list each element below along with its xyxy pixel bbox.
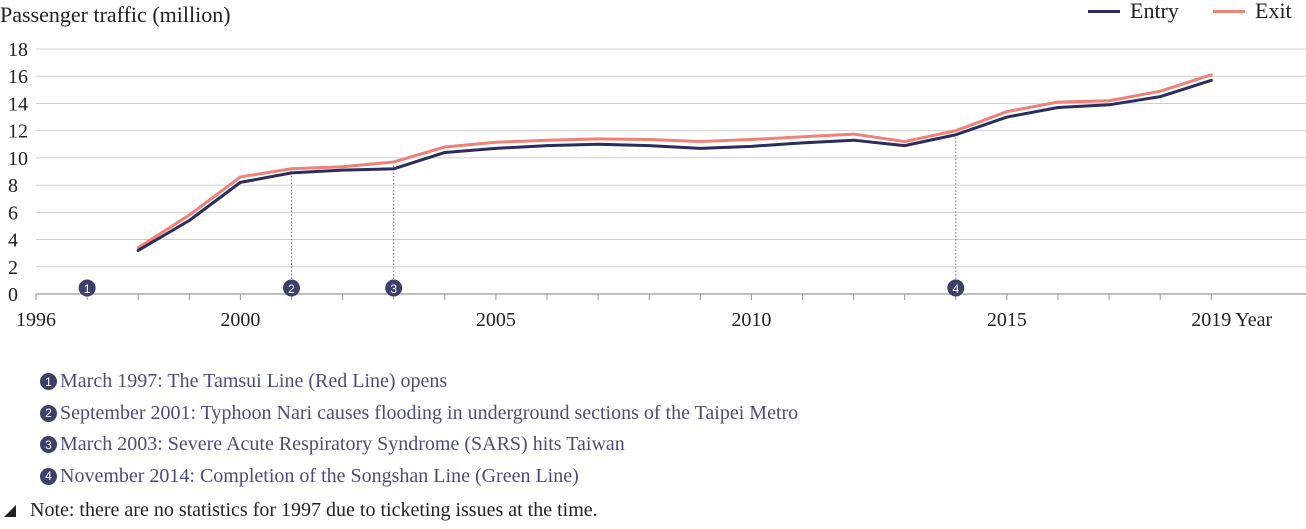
note-1: 1 March 1997: The Tamsui Line (Red Line)… bbox=[40, 366, 798, 398]
x-tick-label: 2010 bbox=[731, 309, 771, 331]
annotation-marker bbox=[78, 279, 96, 297]
note-2: 2 September 2001: Typhoon Nari causes fl… bbox=[40, 398, 798, 430]
note-4: 4 November 2014: Completion of the Songs… bbox=[40, 461, 798, 493]
y-tick-label: 2 bbox=[8, 257, 18, 279]
annotation-marker bbox=[947, 279, 965, 297]
x-tick-label: 2005 bbox=[476, 309, 516, 331]
y-tick-label: 10 bbox=[8, 148, 28, 170]
x-axis-label: Year bbox=[1235, 309, 1272, 331]
line-chart: Passenger traffic (million)0246810121416… bbox=[0, 2, 1306, 331]
footnote-text: Note: there are no statistics for 1997 d… bbox=[30, 499, 598, 521]
note-text-1: March 1997: The Tamsui Line (Red Line) o… bbox=[60, 370, 448, 393]
footnote: Note: there are no statistics for 1997 d… bbox=[4, 499, 598, 522]
triangle-icon bbox=[4, 504, 16, 517]
note-marker-4: 4 bbox=[40, 467, 57, 485]
annotation-marker-label: 4 bbox=[952, 282, 959, 296]
annotation-notes: 1 March 1997: The Tamsui Line (Red Line)… bbox=[40, 366, 798, 492]
legend-entry-label: Entry bbox=[1130, 0, 1179, 23]
note-marker-1: 1 bbox=[40, 373, 57, 391]
y-tick-label: 14 bbox=[8, 93, 28, 115]
y-axis-label: Passenger traffic (million) bbox=[0, 2, 231, 27]
x-tick-label: 2000 bbox=[220, 309, 260, 331]
y-tick-label: 8 bbox=[8, 175, 18, 197]
y-tick-label: 16 bbox=[8, 66, 28, 88]
note-text-2: September 2001: Typhoon Nari causes floo… bbox=[60, 401, 799, 424]
y-tick-label: 12 bbox=[8, 121, 28, 143]
y-tick-label: 6 bbox=[8, 202, 18, 224]
y-tick-label: 18 bbox=[8, 39, 28, 61]
annotation-marker-label: 1 bbox=[84, 282, 91, 296]
series-line-exit bbox=[136, 73, 1213, 250]
legend-exit-swatch bbox=[1213, 9, 1245, 13]
annotation-marker bbox=[283, 279, 300, 297]
y-tick-label: 4 bbox=[8, 230, 18, 252]
note-marker-3: 3 bbox=[40, 436, 57, 454]
legend-exit-label: Exit bbox=[1255, 0, 1292, 23]
x-tick-label: 2015 bbox=[987, 309, 1027, 331]
annotation-marker-label: 3 bbox=[390, 282, 397, 296]
annotation-marker-label: 2 bbox=[288, 282, 295, 296]
note-3: 3 March 2003: Severe Acute Respiratory S… bbox=[40, 429, 798, 461]
x-tick-label: 1996 bbox=[16, 309, 56, 331]
note-marker-2: 2 bbox=[40, 404, 57, 422]
y-tick-label: 0 bbox=[8, 284, 18, 306]
annotation-marker bbox=[385, 279, 403, 297]
legend-entry-swatch bbox=[1088, 9, 1120, 13]
series-line-entry bbox=[136, 78, 1213, 252]
legend-entry: Entry bbox=[1088, 0, 1179, 24]
legend-exit: Exit bbox=[1213, 0, 1292, 24]
note-text-3: March 2003: Severe Acute Respiratory Syn… bbox=[60, 433, 625, 456]
x-tick-label: 2019 bbox=[1191, 309, 1231, 331]
note-text-4: November 2014: Completion of the Songsha… bbox=[60, 464, 579, 487]
